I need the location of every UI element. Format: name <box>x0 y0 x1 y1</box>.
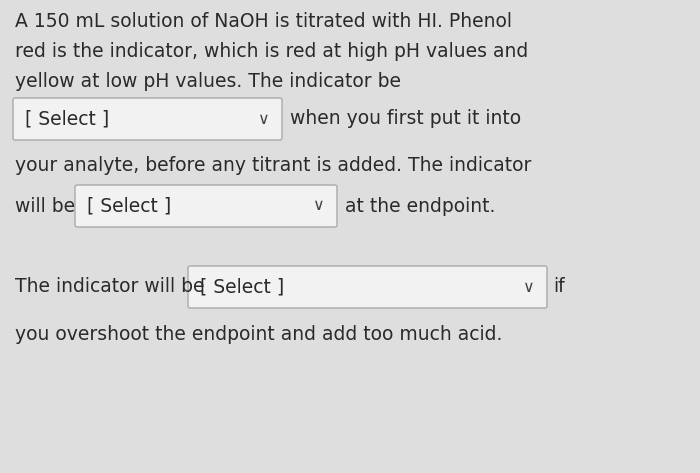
Text: ∨: ∨ <box>258 112 270 126</box>
FancyBboxPatch shape <box>188 266 547 308</box>
Text: A 150 mL solution of NaOH is titrated with HI. Phenol: A 150 mL solution of NaOH is titrated wi… <box>15 12 512 31</box>
Text: ∨: ∨ <box>523 280 535 295</box>
Text: when you first put it into: when you first put it into <box>290 110 521 129</box>
Text: ∨: ∨ <box>313 199 325 213</box>
Text: if: if <box>553 278 565 297</box>
Text: yellow at low pH values. The indicator be: yellow at low pH values. The indicator b… <box>15 72 401 91</box>
FancyBboxPatch shape <box>75 185 337 227</box>
Text: your analyte, before any titrant is added. The indicator: your analyte, before any titrant is adde… <box>15 156 531 175</box>
Text: [ Select ]: [ Select ] <box>200 278 284 297</box>
Text: you overshoot the endpoint and add too much acid.: you overshoot the endpoint and add too m… <box>15 325 503 344</box>
Text: [ Select ]: [ Select ] <box>25 110 109 129</box>
Text: will be: will be <box>15 196 75 216</box>
FancyBboxPatch shape <box>13 98 282 140</box>
Text: [ Select ]: [ Select ] <box>87 196 172 216</box>
Text: red is the indicator, which is red at high pH values and: red is the indicator, which is red at hi… <box>15 42 528 61</box>
Text: The indicator will be: The indicator will be <box>15 278 204 297</box>
Text: at the endpoint.: at the endpoint. <box>345 196 496 216</box>
